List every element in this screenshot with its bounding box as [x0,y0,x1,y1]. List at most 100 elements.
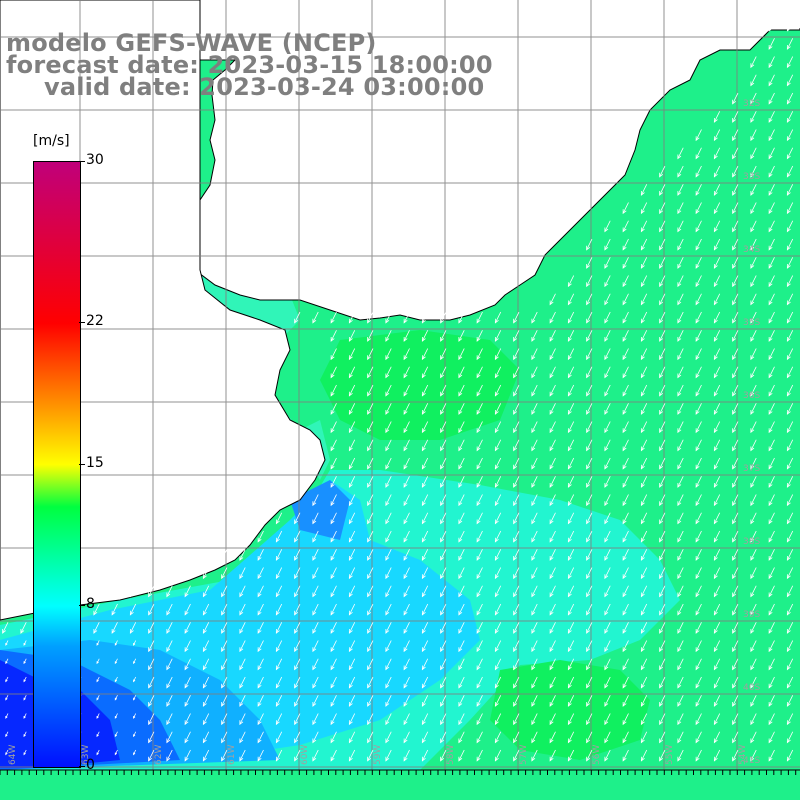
wind-arrow [567,330,575,342]
wind-arrow-head [239,738,244,744]
wind-arrow-head [695,373,700,379]
wind-arrow-head [677,391,682,397]
wind-arrow-head [732,191,737,196]
wind-arrow [713,293,721,305]
wind-arrow [677,567,684,579]
wind-arrow-head [750,647,755,653]
wind-arrow-head [458,446,463,452]
wind-arrow [677,476,684,488]
wind-arrow [768,38,775,50]
wind-arrow [750,731,757,743]
wind-arrow-head [732,683,737,689]
wind-arrow [604,676,611,688]
wind-arrow [677,512,684,524]
wind-arrow [184,585,191,597]
wind-arrow-head [768,81,773,87]
wind-arrow-head [567,282,572,288]
wind-arrow [695,403,702,415]
wind-arrow-head [567,337,572,342]
wind-arrow [713,439,721,451]
wind-arrow-head [312,702,317,707]
wind-arrow-head [458,756,463,762]
wind-arrow-head [403,318,408,324]
wind-arrow [367,676,374,688]
wind-arrow-head [440,464,445,470]
wind-arrow [732,549,739,561]
wind-arrow-head [786,519,791,525]
wind-arrow-head [768,610,773,616]
wind-arrow-head [768,647,773,653]
wind-arrow [750,549,757,561]
wind-arrow-head [403,720,408,726]
wind-arrow-head [768,26,773,32]
wind-arrow [294,585,301,597]
wind-arrow [403,731,410,743]
wind-arrow [786,384,794,396]
lon-label: 57W [519,745,529,765]
wind-arrow [677,202,684,214]
wind-arrow [202,603,210,615]
wind-arrow [440,366,447,378]
wind-arrow [330,384,337,396]
wind-arrow-head [659,519,664,525]
wind-arrow [458,731,465,743]
wind-arrow-head [330,647,335,653]
wind-arrow-head [695,355,700,361]
wind-arrow-head [184,629,189,634]
wind-arrow [385,695,392,707]
wind-arrow-head [586,483,591,488]
wind-arrow-head [330,665,335,671]
wind-arrow [640,658,648,670]
wind-arrow [385,658,392,670]
wind-arrow-head [93,610,98,616]
wind-arrow-head [385,665,390,671]
wind-arrow [586,731,593,743]
wind-arrow-head [421,537,426,543]
wind-arrow-head [567,446,572,452]
lon-label: 61W [227,745,237,765]
wind-arrow-head [567,665,572,671]
wind-arrow-head [695,446,700,452]
wind-arrow-head [440,428,445,434]
wind-arrow [421,549,429,561]
wind-arrow-head [294,738,299,744]
wind-arrow-head [385,373,390,379]
wind-arrow-head [677,172,682,178]
wind-arrow [367,330,374,342]
wind-arrow [513,311,520,323]
wind-arrow-head [677,227,682,233]
wind-arrow [659,676,666,688]
wind-arrow [640,220,648,232]
wind-arrow [604,476,611,488]
wind-arrow [604,713,611,725]
wind-arrow [622,457,629,469]
wind-arrow-head [695,464,700,470]
wind-arrow-head [695,337,700,342]
wind-arrow [768,749,775,761]
wind-arrow [440,348,447,360]
wind-arrow [312,676,319,688]
wind-arrow-head [677,282,682,288]
wind-arrow [421,439,429,451]
wind-arrow [786,658,794,670]
wind-arrow [732,348,739,360]
wind-arrow [494,676,502,688]
wind-arrow [677,603,684,615]
wind-arrow [476,731,483,743]
wind-arrow-head [659,501,664,507]
wind-arrow-head [549,665,554,671]
wind-arrow-head [348,629,353,634]
wind-arrow [367,731,374,743]
wind-arrow-head [421,574,426,580]
wind-arrow [732,384,739,396]
wind-arrow [385,512,392,524]
wind-arrow-head [786,209,791,215]
wind-arrow-head [622,227,627,233]
wind-arrow [640,731,648,743]
wind-arrow [695,330,702,342]
wind-arrow-head [421,410,426,415]
wind-arrow-head [239,592,244,598]
wind-arrow-head [294,592,299,598]
wind-arrow-head [202,702,207,707]
wind-arrow [513,603,520,615]
